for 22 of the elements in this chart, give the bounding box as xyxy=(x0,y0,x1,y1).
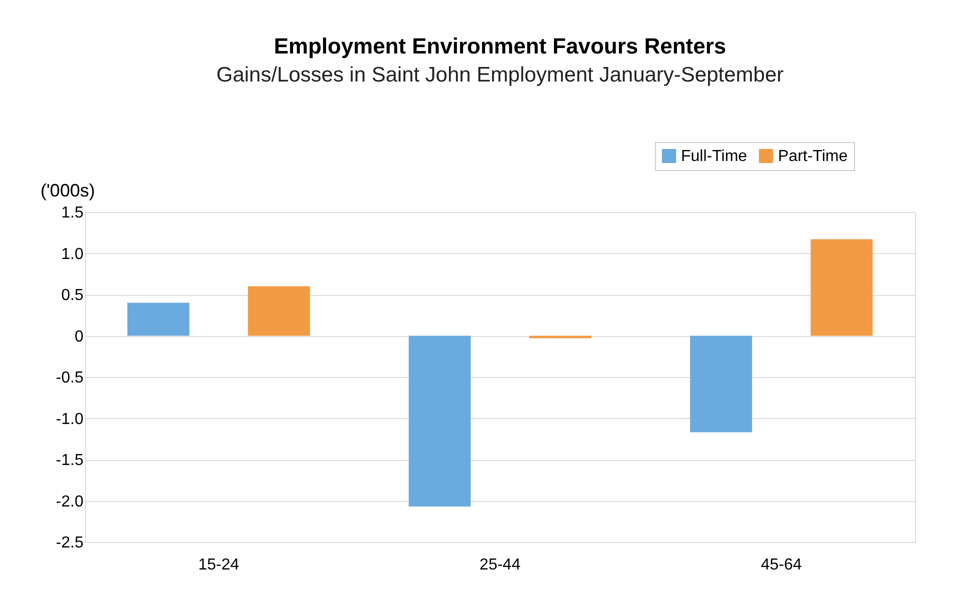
y-tick-label: 1.5 xyxy=(61,204,84,222)
bar xyxy=(408,336,471,507)
chart-subtitle: Gains/Losses in Saint John Employment January-September xyxy=(216,64,784,86)
x-tick-label: 25-44 xyxy=(480,556,521,574)
bar xyxy=(690,336,752,432)
y-tick-label: -2.0 xyxy=(56,493,84,510)
y-tick-label: 0 xyxy=(74,328,84,346)
y-axis-title: ('000s) xyxy=(40,180,95,200)
bar xyxy=(248,286,310,336)
legend-label: Part-Time xyxy=(778,148,848,165)
y-tick-label: -2.5 xyxy=(56,534,84,552)
x-tick-label: 45-64 xyxy=(760,556,802,574)
chart-title: Employment Environment Favours Renters xyxy=(274,34,726,58)
x-tick-label: 15-24 xyxy=(198,556,240,574)
y-tick-label: -0.5 xyxy=(56,370,84,386)
bar xyxy=(127,302,190,336)
legend-label: Full-Time xyxy=(681,148,748,165)
y-tick-label: -1.5 xyxy=(56,452,84,469)
bar xyxy=(810,239,873,336)
y-tick-label: 0.5 xyxy=(61,287,84,304)
y-tick-label: 1.0 xyxy=(61,246,84,263)
y-tick-label: -1.0 xyxy=(56,410,84,428)
